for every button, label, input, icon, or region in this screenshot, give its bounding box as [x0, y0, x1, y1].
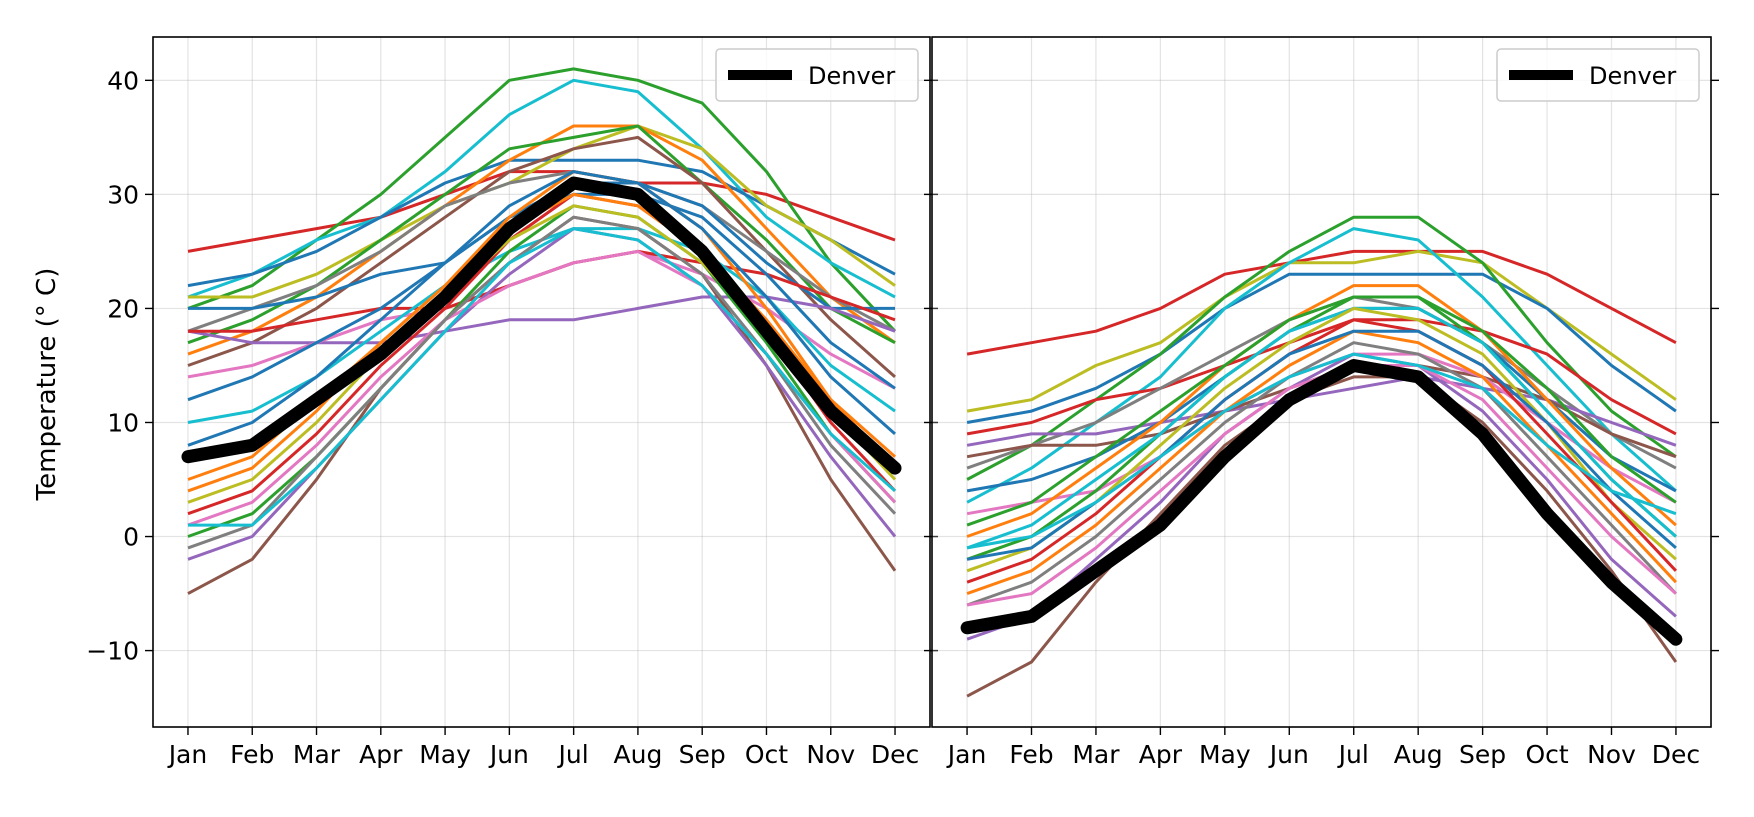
- right-series-lines: [966, 215, 1678, 698]
- series-line: [966, 341, 1677, 607]
- x-tick-label: Feb: [1009, 740, 1053, 769]
- x-tick-label: Oct: [1525, 740, 1568, 769]
- x-tick-label: Apr: [1139, 740, 1183, 769]
- left-series-lines: [187, 67, 897, 595]
- x-tick-label: Dec: [1652, 740, 1700, 769]
- series-line: [966, 329, 1677, 561]
- x-tick-label: Jun: [1268, 740, 1309, 769]
- x-tick-label: May: [1199, 740, 1251, 769]
- legend-denver-label: Denver: [808, 62, 895, 90]
- x-tick-label: Sep: [679, 740, 726, 769]
- x-tick-label: May: [419, 740, 471, 769]
- left-denver-line: [181, 176, 902, 475]
- x-tick-label: Mar: [293, 740, 341, 769]
- series-line: [966, 306, 1677, 550]
- series-line: [187, 78, 896, 299]
- series-line: [187, 135, 896, 379]
- right-legend: Denver: [1496, 48, 1700, 102]
- series-line: [188, 227, 896, 527]
- series-line: [966, 318, 1677, 584]
- y-tick-label: 20: [107, 294, 139, 323]
- series-line: [187, 295, 896, 345]
- left-x-ticks: Jan Feb Mar Apr May Jun Jul Aug Sep Oct Nov Dec: [167, 727, 919, 769]
- legend-denver-label: Denver: [1589, 62, 1676, 90]
- y-tick-label: 0: [123, 523, 139, 552]
- series-line: [966, 318, 1677, 436]
- x-tick-label: Nov: [1587, 740, 1636, 769]
- x-tick-label: Jun: [488, 740, 529, 769]
- y-tick-label: 30: [107, 180, 139, 209]
- left-legend: Denver: [715, 48, 919, 102]
- series-line: [966, 295, 1677, 527]
- x-tick-label: Apr: [359, 740, 403, 769]
- x-tick-label: Nov: [806, 740, 855, 769]
- series-line: [966, 249, 1677, 356]
- denver-line: [960, 359, 1683, 646]
- x-tick-label: Dec: [871, 740, 919, 769]
- left-y-ticks: −10 0 10 20 30 40: [86, 66, 938, 666]
- series-line: [187, 170, 896, 333]
- y-tick-label: 10: [107, 408, 139, 437]
- x-tick-label: Jul: [1337, 740, 1369, 769]
- x-tick-label: Aug: [614, 740, 663, 769]
- right-denver-line: [960, 359, 1683, 646]
- series-line: [966, 352, 1677, 641]
- left-axes-frame: [152, 36, 931, 728]
- y-axis-label: Temperature (° C): [32, 268, 62, 502]
- left-panel: Jan Feb Mar Apr May Jun Jul Aug Sep Oct Nov Dec −10…: [86, 36, 938, 769]
- series-line: [966, 215, 1677, 481]
- right-axes-frame: [931, 36, 1712, 728]
- series-line: [966, 352, 1677, 550]
- x-tick-label: Jan: [167, 740, 208, 769]
- right-x-ticks: Jan Feb Mar Apr May Jun Jul Aug Sep Oct Nov Dec: [946, 727, 1700, 769]
- series-line: [187, 170, 896, 447]
- denver-line: [181, 176, 902, 475]
- x-tick-label: Jul: [557, 740, 589, 769]
- y-tick-label: −10: [86, 637, 139, 666]
- x-tick-label: Sep: [1459, 740, 1506, 769]
- series-line: [966, 227, 1677, 504]
- series-line: [966, 272, 1677, 424]
- x-tick-label: Mar: [1072, 740, 1120, 769]
- legend-box: [1496, 48, 1700, 102]
- right-y-ticks: [924, 79, 1719, 652]
- x-tick-label: Jan: [946, 740, 987, 769]
- series-line: [966, 329, 1677, 596]
- series-line: [966, 375, 1677, 447]
- series-line: [187, 124, 896, 345]
- series-line: [188, 124, 896, 299]
- x-tick-label: Feb: [230, 740, 274, 769]
- legend-box: [715, 48, 919, 102]
- x-tick-label: Aug: [1394, 740, 1443, 769]
- right-panel: Jan Feb Mar Apr May Jun Jul Aug Sep Oct Nov Dec Den…: [924, 36, 1719, 769]
- x-tick-label: Oct: [745, 740, 788, 769]
- series-line: [187, 67, 897, 333]
- y-tick-label: 40: [107, 66, 139, 95]
- series-line: [187, 170, 896, 253]
- series-line: [966, 284, 1677, 538]
